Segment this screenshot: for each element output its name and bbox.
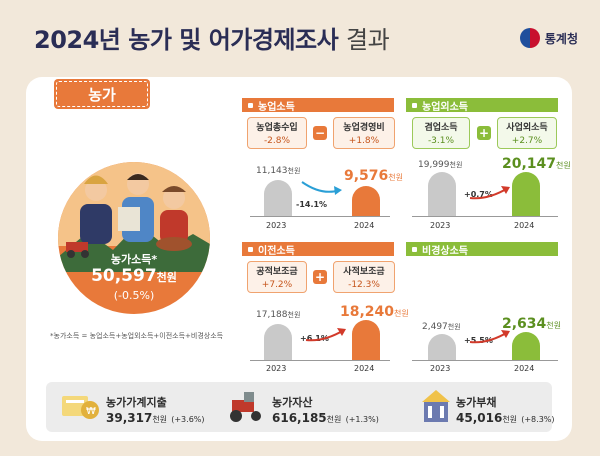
transfer-year-2024: 2024	[354, 364, 375, 373]
nonagri-bar-2024	[512, 172, 540, 216]
box-sideline-income: 겸업소득 -3.1%	[412, 117, 470, 149]
transfer-arrow-icon	[305, 328, 346, 342]
transfer-year-2023: 2023	[266, 364, 287, 373]
plus-operator: +	[477, 126, 491, 140]
farm-income-change: (-0.5%)	[113, 289, 155, 302]
irregular-cur-value: 2,634천원	[502, 316, 562, 332]
title-main: 농가 및 어가경제조사	[128, 26, 339, 54]
transfer-cur-value: 18,240천원	[340, 304, 409, 320]
farm-tab: 농가	[54, 79, 150, 109]
page-title: 2024년 농가 및 어가경제조사 결과	[34, 20, 390, 55]
box-private-subsidy: 사적보조금 -12.3%	[333, 261, 395, 293]
irregular-arrow-icon	[469, 330, 510, 344]
footnote: *농가소득 = 농업소득+농업외소득+이전소득+비경상소득	[50, 332, 224, 340]
box-agri-cost: 농업경영비 +1.8%	[333, 117, 395, 149]
agri-year-2023: 2023	[266, 221, 287, 230]
farmers-illustration	[58, 162, 210, 314]
agri-year-2024: 2024	[354, 221, 375, 230]
summary-panel	[46, 382, 552, 432]
agency-logo: 통계청	[519, 28, 578, 48]
title-suffix: 결과	[346, 26, 390, 54]
agri-change: -14.1%	[296, 200, 328, 209]
transfer-prev-value: 17,188천원	[256, 310, 301, 320]
transfer-baseline	[250, 360, 390, 361]
nonagri-arrow-icon	[469, 186, 510, 200]
irregular-year-2024: 2024	[514, 364, 535, 373]
section-nonagri-header: 농업외소득	[406, 98, 558, 113]
transfer-change: +6.1%	[300, 334, 329, 343]
farm-income-value: 50,597천원	[91, 266, 177, 286]
section-agri-header: 농업소득	[242, 98, 394, 113]
svg-text:₩: ₩	[86, 406, 96, 417]
taegeuk-icon	[519, 28, 540, 48]
nonagri-year-2024: 2024	[514, 221, 535, 230]
agri-prev-value: 11,143천원	[256, 166, 301, 176]
minus-operator: −	[313, 126, 327, 140]
nonagri-baseline	[412, 216, 558, 217]
section-irregular-header: 비경상소득	[406, 242, 558, 257]
agri-bar-2024	[352, 186, 380, 216]
agency-name: 통계청	[544, 31, 578, 46]
box-business-income: 사업외소득 +2.7%	[497, 117, 557, 149]
nonagri-bar-2023	[428, 172, 456, 216]
nonagri-year-2023: 2023	[430, 221, 451, 230]
farm-tab-label: 농가	[88, 85, 116, 104]
nonagri-prev-value: 19,999천원	[418, 160, 463, 170]
box-agri-revenue: 농업총수입 -2.8%	[247, 117, 307, 149]
nonagri-cur-value: 20,147천원	[502, 156, 571, 172]
irregular-baseline	[412, 360, 558, 361]
nonagri-change: +0.7%	[464, 190, 493, 199]
agri-cur-value: 9,576천원	[344, 168, 404, 184]
bank-building-icon	[422, 390, 450, 422]
tractor-icon	[230, 392, 261, 422]
farm-income-label: 농가소득*	[110, 253, 158, 266]
transfer-bar-2024	[352, 320, 380, 360]
farmers-icon	[58, 173, 210, 272]
irregular-bar-2023	[428, 334, 456, 360]
summary-debt: 농가부채 45,016천원 (+8.3%)	[456, 396, 555, 425]
irregular-change: +5.5%	[464, 336, 493, 345]
summary-expense: 농가가계지출 39,317천원 (+3.6%)	[106, 396, 205, 425]
summary-assets: 농가자산 616,185천원 (+1.3%)	[272, 396, 379, 425]
section-transfer-header: 이전소득	[242, 242, 394, 257]
irregular-year-2023: 2023	[430, 364, 451, 373]
irregular-prev-value: 2,497천원	[422, 322, 461, 332]
transfer-bar-2023	[264, 324, 292, 360]
title-year: 2024년	[34, 26, 121, 54]
box-public-subsidy: 공적보조금 +7.2%	[247, 261, 307, 293]
irregular-bar-2024	[512, 332, 540, 360]
agri-baseline	[250, 216, 390, 217]
household-expense-icon: ₩	[62, 396, 99, 419]
agri-arrow-icon	[301, 181, 342, 195]
agri-bar-2023	[264, 180, 292, 216]
plus-operator: +	[313, 270, 327, 284]
